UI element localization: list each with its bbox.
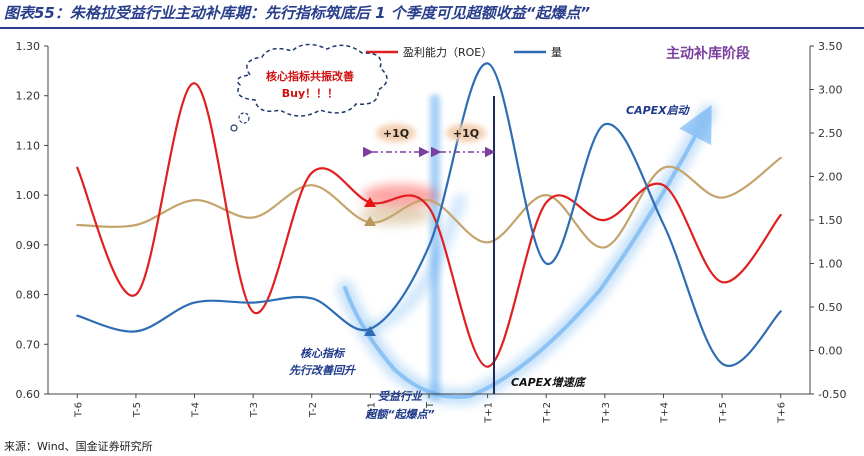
right-tick-label: 1.00 — [818, 258, 843, 271]
x-tick-label: T+6 — [777, 402, 788, 424]
x-tick-label: T+3 — [601, 402, 612, 424]
alpha-glow-core — [343, 104, 712, 399]
title-divider — [0, 27, 864, 29]
legend-roe-label: 盈利能力（ROE） — [403, 45, 492, 59]
right-tick-label: 2.00 — [818, 171, 843, 184]
volume-glow — [366, 194, 466, 334]
capex-bottom-label: CAPEX增速底 — [511, 376, 587, 389]
x-tick-label: T+5 — [718, 402, 729, 424]
cloud-bubble-large — [238, 112, 250, 124]
x-axis-ticks: T-6 T-5 T-4 T-3 T-2 T-1 T T+1 T+2 T+3 T+4 T+5 T+6 — [73, 394, 788, 424]
alpha-burst-line2: 超额“起爆点” — [364, 408, 434, 421]
q1b-label: +1Q — [453, 127, 479, 140]
roe-triangle-marker — [364, 197, 376, 207]
leading-indicator-line1: 核心指标 — [300, 347, 346, 360]
q1a-label: +1Q — [383, 127, 409, 140]
chart-title: 图表55：朱格拉受益行业主动补库期：先行指标筑底后 1 个季度可见超额收益“起爆… — [4, 4, 591, 22]
x-tick-label: T-3 — [249, 402, 260, 418]
x-tick-label: T-1 — [366, 402, 377, 418]
price-triangle-marker — [364, 216, 376, 226]
right-tick-label: 0.00 — [818, 345, 843, 358]
left-tick-label: 0.90 — [16, 239, 41, 252]
right-axis-ticks: -0.50 0.00 0.50 1.00 1.50 2.00 2.50 3.00 3.50 — [810, 40, 846, 401]
q1b-glow — [446, 124, 486, 142]
right-tick-label: 1.50 — [818, 214, 843, 227]
right-tick-label: 3.50 — [818, 40, 843, 53]
right-tick-label: 0.50 — [818, 301, 843, 314]
left-tick-label: 0.80 — [16, 289, 41, 302]
cloud-outline — [236, 43, 388, 117]
capex-start-label: CAPEX启动 — [626, 104, 691, 117]
cloud-bubble-small — [230, 124, 238, 132]
legend-volume-label: 量 — [551, 46, 562, 59]
left-tick-label: 0.60 — [16, 388, 41, 401]
cloud-text-line2: Buy！！！ — [282, 87, 338, 100]
left-tick-label: 1.30 — [16, 40, 41, 53]
x-tick-label: T-6 — [73, 402, 84, 418]
x-tick-label: T+1 — [484, 402, 495, 424]
x-tick-label: T-4 — [191, 402, 202, 418]
x-tick-label: T-5 — [132, 402, 143, 418]
stage-label: 主动补库阶段 — [666, 45, 750, 62]
left-tick-label: 1.10 — [16, 139, 41, 152]
volume-triangle-marker — [364, 326, 376, 336]
q1-annotations: +1Q +1Q — [363, 124, 496, 158]
x-tick-label: T-2 — [308, 402, 319, 418]
alpha-burst-line1: 受益行业 — [378, 390, 424, 403]
right-tick-label: -0.50 — [818, 388, 846, 401]
roe-series-line — [76, 82, 782, 368]
price-series-line — [76, 156, 782, 249]
x-tick-label: T — [425, 401, 436, 409]
left-tick-label: 1.20 — [16, 90, 41, 103]
left-tick-label: 0.70 — [16, 338, 41, 351]
cloud-text-line1: 核心指标共振改善 — [266, 69, 354, 83]
x-tick-label: T+2 — [542, 402, 553, 424]
volume-series-line — [76, 62, 782, 367]
q1a-glow — [376, 124, 416, 142]
source-note: 来源：Wind、国金证券研究所 — [4, 440, 153, 453]
buy-cloud: 核心指标共振改善 Buy！！！ — [230, 43, 388, 132]
left-axis-ticks: 0.60 0.70 0.80 0.90 1.00 1.10 1.20 1.30 — [16, 40, 48, 401]
right-tick-label: 2.50 — [818, 127, 843, 140]
x-tick-label: T+4 — [659, 402, 670, 424]
left-tick-label: 1.00 — [16, 189, 41, 202]
right-tick-label: 3.00 — [818, 84, 843, 97]
leading-indicator-line2: 先行改善回升 — [289, 364, 356, 377]
chart: 0.60 0.70 0.80 0.90 1.00 1.10 1.20 1.30 -0.50 0.… — [16, 40, 847, 424]
vertical-glow-band — [430, 95, 440, 400]
